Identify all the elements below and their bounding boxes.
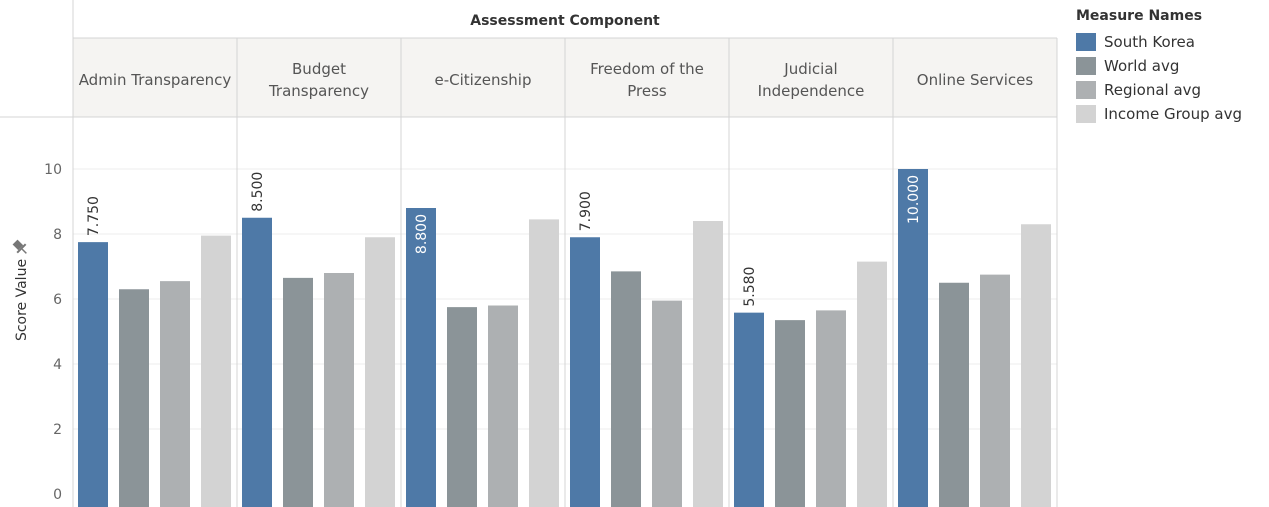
bar-south-korea[interactable] bbox=[242, 217, 272, 507]
legend-items: South Korea World avg Regional avg Income G… bbox=[1076, 30, 1266, 126]
y-tick-label: 8 bbox=[53, 227, 62, 243]
y-tick-label: 0 bbox=[53, 487, 62, 503]
legend-item[interactable]: Regional avg bbox=[1076, 78, 1266, 102]
category-label: Online Services bbox=[917, 71, 1034, 89]
category-label: Admin Transparency bbox=[79, 71, 232, 89]
legend-label: World avg bbox=[1104, 57, 1180, 75]
y-tick-label: 4 bbox=[53, 357, 62, 373]
bar-chart: Assessment Component 7.750 8.500 8.800 7.90… bbox=[0, 0, 1058, 507]
bar-income-group-avg[interactable] bbox=[201, 235, 231, 507]
legend-item[interactable]: Income Group avg bbox=[1076, 102, 1266, 126]
category-label: e-Citizenship bbox=[435, 71, 532, 89]
legend: Measure Names South Korea World avg Region… bbox=[1076, 6, 1266, 126]
legend-swatch bbox=[1076, 57, 1096, 75]
bar-regional-avg[interactable] bbox=[160, 281, 190, 507]
legend-label: Regional avg bbox=[1104, 81, 1202, 99]
bar-regional-avg[interactable] bbox=[652, 300, 682, 507]
bar-regional-avg[interactable] bbox=[980, 274, 1010, 507]
column-header: Assessment Component bbox=[470, 13, 660, 29]
bar-regional-avg[interactable] bbox=[816, 310, 846, 507]
data-labels: 7.750 8.500 8.800 7.900 5.580 10.000 bbox=[86, 172, 922, 307]
bar-south-korea[interactable] bbox=[570, 237, 600, 507]
y-tick-label: 10 bbox=[44, 162, 62, 178]
legend-item[interactable]: World avg bbox=[1076, 54, 1266, 78]
category-label: Budget bbox=[292, 60, 346, 78]
category-label: Independence bbox=[758, 82, 865, 100]
data-label: 8.500 bbox=[250, 172, 266, 212]
data-label: 10.000 bbox=[906, 175, 922, 224]
y-tick-label: 6 bbox=[53, 292, 62, 308]
category-label: Freedom of the bbox=[590, 60, 704, 78]
data-label: 7.750 bbox=[86, 196, 102, 236]
pane-dividers bbox=[0, 0, 1058, 507]
bar-south-korea[interactable] bbox=[734, 312, 764, 507]
category-label: Judicial bbox=[783, 60, 837, 78]
pin-icon[interactable] bbox=[11, 238, 31, 258]
bar-income-group-avg[interactable] bbox=[365, 237, 395, 507]
bar-income-group-avg[interactable] bbox=[857, 261, 887, 507]
bar-world-avg[interactable] bbox=[775, 320, 805, 507]
legend-title: Measure Names bbox=[1076, 8, 1203, 24]
bar-regional-avg[interactable] bbox=[488, 305, 518, 507]
data-label: 5.580 bbox=[742, 267, 758, 307]
data-label: 7.900 bbox=[578, 191, 594, 231]
bar-world-avg[interactable] bbox=[611, 271, 641, 507]
bar-world-avg[interactable] bbox=[283, 277, 313, 507]
legend-label: Income Group avg bbox=[1104, 105, 1242, 123]
bar-world-avg[interactable] bbox=[447, 307, 477, 507]
category-label: Transparency bbox=[268, 82, 369, 100]
bar-south-korea[interactable] bbox=[898, 169, 928, 507]
category-label: Press bbox=[627, 82, 667, 100]
category-labels: Admin Transparency Budget Transparency e-Ci… bbox=[79, 60, 1034, 100]
y-axis-title: Score Value bbox=[14, 259, 30, 341]
bar-income-group-avg[interactable] bbox=[1021, 224, 1051, 507]
legend-swatch bbox=[1076, 81, 1096, 99]
y-axis-ticks: 0 2 4 6 8 10 bbox=[44, 162, 62, 503]
data-label: 8.800 bbox=[414, 214, 430, 254]
legend-item[interactable]: South Korea bbox=[1076, 30, 1266, 54]
bar-south-korea[interactable] bbox=[78, 242, 108, 507]
bar-regional-avg[interactable] bbox=[324, 273, 354, 507]
y-tick-label: 2 bbox=[53, 422, 62, 438]
bar-world-avg[interactable] bbox=[119, 289, 149, 507]
legend-swatch bbox=[1076, 105, 1096, 123]
bar-world-avg[interactable] bbox=[939, 282, 969, 507]
bar-south-korea[interactable] bbox=[406, 208, 436, 507]
bar-income-group-avg[interactable] bbox=[693, 221, 723, 507]
svg-text:Score Value: Score Value bbox=[14, 259, 30, 341]
bar-income-group-avg[interactable] bbox=[529, 219, 559, 507]
bars bbox=[78, 169, 1051, 507]
legend-label: South Korea bbox=[1104, 33, 1195, 51]
legend-swatch bbox=[1076, 33, 1096, 51]
